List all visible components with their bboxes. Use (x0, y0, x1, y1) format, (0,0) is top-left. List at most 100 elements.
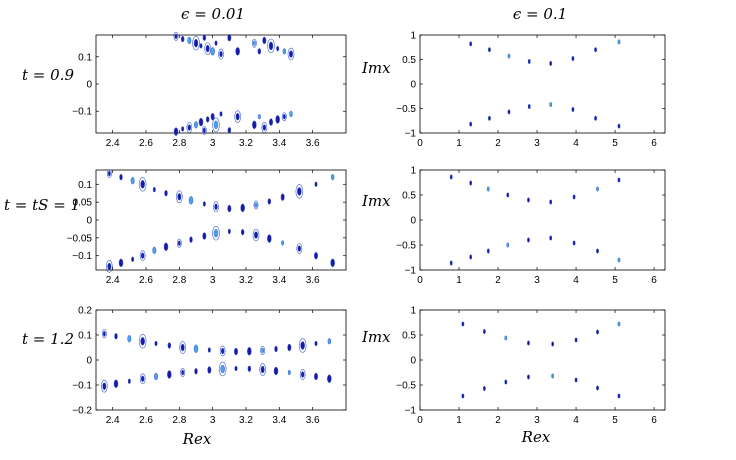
data-point (235, 47, 240, 56)
data-point (163, 242, 169, 252)
data-point (594, 115, 597, 121)
data-point (314, 372, 318, 381)
data-point (220, 347, 225, 355)
data-point (213, 228, 219, 238)
y-tick-label: −0.2 (72, 406, 92, 417)
data-point-contour (106, 260, 113, 273)
data-point (260, 365, 265, 374)
data-point (262, 36, 267, 45)
data-point (210, 112, 215, 121)
data-point (269, 118, 273, 126)
x-tick-label: 2 (495, 275, 501, 286)
data-point-contour (252, 228, 260, 242)
data-point (247, 347, 252, 356)
x-tick-label: 2 (495, 415, 501, 426)
data-point (596, 329, 599, 335)
data-point (262, 124, 267, 131)
panel-right-row3: 0 1 2 3 4 5 6 1 0.5 0 −0.5 −1 (396, 306, 666, 426)
data-point (252, 40, 256, 46)
y-tick-label: −0.1 (72, 107, 92, 118)
data-point (240, 203, 245, 213)
data-point (469, 180, 473, 186)
axes-frame (95, 169, 347, 271)
data-point (461, 321, 465, 327)
data-point (574, 337, 578, 343)
data-point (297, 245, 302, 252)
data-point (482, 386, 486, 391)
x-tick-label: 6 (651, 415, 657, 426)
panel-right-row1: 0 1 2 3 4 5 6 1 0.5 0 −0.5 −1 (396, 31, 666, 149)
column-title-right: ϵ = 0.1 (513, 5, 567, 23)
data-point (107, 262, 112, 271)
data-point (574, 377, 578, 383)
data-point (252, 120, 257, 130)
data-point (119, 173, 123, 181)
data-point-contour (259, 363, 266, 376)
data-point (314, 340, 318, 347)
data-point (482, 329, 486, 334)
data-point (469, 254, 473, 260)
data-point (152, 186, 156, 193)
x-tick-label: 3.4 (272, 275, 286, 286)
y-tick-label: 0.5 (402, 55, 416, 66)
data-point (267, 234, 272, 243)
x-tick-label: 5 (612, 138, 618, 149)
data-point (282, 48, 287, 55)
x-tick-label: 2.8 (172, 275, 186, 286)
data-point (300, 371, 305, 378)
data-point (227, 228, 231, 235)
data-point (469, 121, 473, 127)
data-point-contour (186, 122, 193, 133)
x-tick-label: 3 (210, 275, 216, 286)
data-point-contour (139, 373, 146, 385)
y-tick-label: −0.5 (396, 241, 416, 252)
data-point (181, 369, 185, 376)
data-point-contour (234, 110, 241, 123)
data-point (461, 393, 465, 399)
data-point (274, 345, 278, 353)
data-point (549, 60, 553, 66)
x-tick-label: 0 (417, 275, 423, 286)
data-point (549, 235, 553, 241)
x-tick-label: 5 (612, 415, 618, 426)
data-point (154, 372, 158, 381)
data-point (282, 114, 286, 120)
x-tick-label: 2.6 (139, 138, 153, 149)
data-point (127, 378, 131, 384)
x-tick-label: 3.6 (306, 275, 320, 286)
x-tick-label: 6 (651, 275, 657, 286)
data-point (527, 197, 530, 203)
data-point (551, 341, 555, 347)
data-point (177, 240, 181, 246)
data-point-contour (299, 369, 306, 380)
x-tick-label: 2.8 (172, 138, 186, 149)
data-point (140, 252, 145, 259)
y-tick-label: 0 (86, 80, 92, 91)
data-point (486, 186, 490, 192)
x-tick-label: 3 (210, 138, 216, 149)
data-point (180, 35, 185, 43)
y-tick-label: 0.5 (402, 331, 416, 342)
data-point (102, 331, 106, 337)
data-point (219, 50, 223, 58)
data-point (180, 343, 185, 352)
data-point (107, 170, 111, 177)
data-point (164, 190, 168, 197)
data-point (594, 47, 597, 53)
x-tick-label: 4 (573, 275, 579, 286)
data-point-contour (212, 226, 220, 241)
data-point (227, 127, 232, 134)
y-tick-label: 0.1 (78, 180, 92, 191)
data-point (273, 366, 279, 376)
axes-frame (95, 34, 347, 134)
data-point (247, 365, 252, 372)
data-point (596, 248, 599, 254)
y-tick-label: 0.2 (78, 306, 92, 317)
data-point-contour (138, 177, 147, 192)
data-point (254, 231, 258, 239)
data-point (205, 116, 210, 123)
x-tick-label: 2 (495, 138, 501, 149)
data-point-contour (267, 38, 275, 54)
data-point (193, 38, 199, 48)
data-point (214, 203, 218, 210)
